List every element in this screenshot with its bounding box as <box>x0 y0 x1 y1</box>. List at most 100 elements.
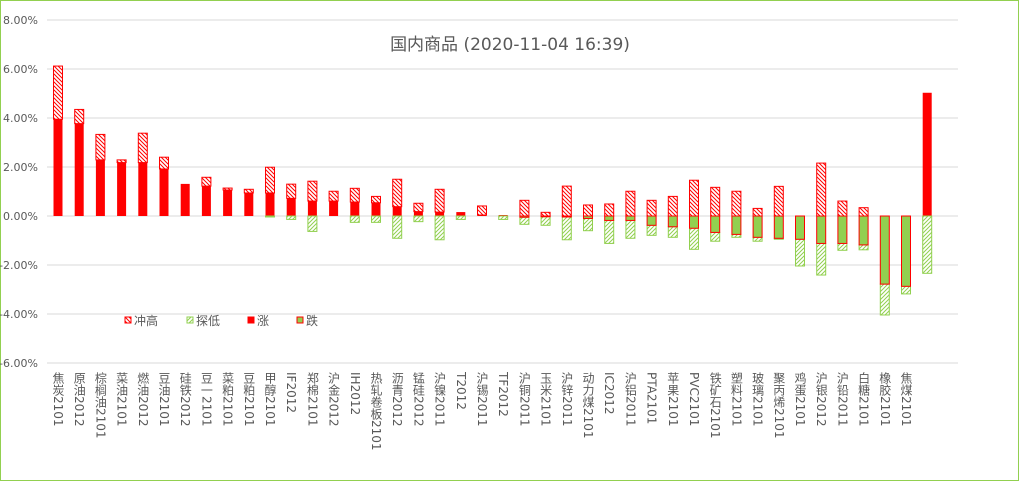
bar-high-hatch <box>667 195 678 217</box>
bar-low-hatch <box>752 236 763 242</box>
bar-down <box>689 215 699 229</box>
bar-up <box>435 212 445 216</box>
bar-high-hatch <box>413 202 424 213</box>
bar-group <box>519 199 530 225</box>
category-label: 沪铝2011 <box>623 372 637 427</box>
bar-down <box>604 215 615 221</box>
legend-item: 跌 <box>296 313 318 328</box>
bar-high-hatch <box>434 188 445 213</box>
category-label: 锰硅2012 <box>411 371 425 427</box>
bar-down <box>625 215 636 221</box>
bar-low-hatch <box>837 242 848 251</box>
legend-item: 涨 <box>247 313 269 328</box>
category-label: 焦炭2101 <box>51 372 65 427</box>
bar-high-hatch <box>265 166 275 194</box>
bar-group <box>858 207 869 251</box>
bar-up <box>307 201 317 216</box>
category-label: 鸡蛋2101 <box>793 371 807 427</box>
category-label: 菜油2101 <box>115 372 129 427</box>
category-label: 沪锡2011 <box>475 372 489 427</box>
y-axis-ticks: 8.00% 6.00% 4.00% 2.00% 0.00% -2.00% -4.00% -6.… <box>0 14 38 370</box>
bar-high-hatch <box>773 185 784 217</box>
category-label: 沪银2012 <box>814 372 828 427</box>
legend-label: 跌 <box>306 313 318 328</box>
bar-up <box>350 202 360 216</box>
y-tick-label: -4.00% <box>0 308 38 321</box>
bar-low-hatch <box>879 283 890 316</box>
bar-up <box>180 183 190 216</box>
bar-high-hatch <box>222 187 233 191</box>
bar-low-hatch <box>455 215 466 220</box>
category-label: 燃油2012 <box>136 371 150 427</box>
bar-up <box>265 192 275 216</box>
bar-low-hatch <box>286 215 297 220</box>
chart-title: 国内商品 (2020-11-04 16:39) <box>390 35 630 55</box>
category-label: 玻璃2101 <box>751 372 765 427</box>
category-label: PVC2101 <box>687 372 701 426</box>
bar-high-hatch <box>731 190 742 217</box>
category-label: T2012 <box>454 371 468 410</box>
bar-group <box>307 180 318 232</box>
bar-low-hatch <box>561 216 572 241</box>
category-label: IC2012 <box>602 372 616 414</box>
category-label: 豆粕2101 <box>242 372 256 427</box>
category-label: 棕榈油2101 <box>93 371 107 439</box>
category-label: 沪镍2011 <box>433 372 447 427</box>
bar-high-hatch <box>837 200 848 217</box>
bar-high-hatch <box>540 211 551 217</box>
bar-high-hatch <box>392 178 403 208</box>
bar-group <box>477 205 487 216</box>
bar-high-hatch <box>137 132 148 164</box>
bar-up <box>95 159 105 216</box>
bar-group <box>731 190 742 238</box>
bar-high-hatch <box>625 190 636 217</box>
category-label: 玉米2101 <box>539 372 553 427</box>
bar-down <box>646 215 657 226</box>
bar-high-hatch <box>752 207 763 217</box>
bar-high-hatch <box>328 190 339 202</box>
bar-low-hatch <box>710 231 721 242</box>
bar-down <box>858 215 869 246</box>
category-label: IH2012 <box>348 372 362 415</box>
y-tick-label: -6.00% <box>0 357 38 370</box>
legend-label: 探低 <box>196 314 220 328</box>
bar-group <box>328 190 339 216</box>
category-label: 原油2012 <box>72 372 86 427</box>
bar-group <box>349 187 360 223</box>
bar-up <box>138 162 148 216</box>
category-label: TF2012 <box>496 371 510 417</box>
category-labels: 焦炭2101 原油2012 棕榈油2101 菜油2101 燃油2012 豆油2101 硅铁2… <box>51 371 913 451</box>
bar-down <box>519 215 530 218</box>
bar-low-hatch <box>498 215 509 220</box>
bar-up <box>223 190 233 216</box>
category-label: 沪金2012 <box>327 372 341 427</box>
bar-high-hatch <box>53 65 63 120</box>
bar-group <box>795 215 805 267</box>
bar-down <box>561 215 572 218</box>
bar-down <box>583 215 593 219</box>
bar-up <box>117 162 127 216</box>
bar-group <box>159 156 169 216</box>
category-label: 豆一2101 <box>199 372 213 427</box>
y-tick-label: 2.00% <box>3 161 38 174</box>
bar-group <box>879 215 890 316</box>
y-tick-label: 4.00% <box>3 112 38 125</box>
bar-group <box>265 166 275 218</box>
legend-item: 探低 <box>186 314 220 328</box>
bar-down <box>773 215 784 239</box>
bar-low-hatch <box>625 219 636 239</box>
bar-up <box>456 212 466 216</box>
bar-group <box>498 215 509 220</box>
bar-low-hatch <box>689 227 699 250</box>
bar-low-hatch <box>349 215 360 223</box>
bar-group <box>604 203 615 244</box>
bar-group <box>561 185 572 241</box>
bar-group <box>583 204 593 232</box>
bar-low-hatch <box>307 215 318 232</box>
bar-group <box>837 200 848 251</box>
bar-group <box>286 183 297 220</box>
bar-high-hatch <box>159 156 169 170</box>
bar-group <box>222 187 233 216</box>
bar-low-hatch <box>265 215 275 218</box>
bar-group <box>392 178 403 239</box>
